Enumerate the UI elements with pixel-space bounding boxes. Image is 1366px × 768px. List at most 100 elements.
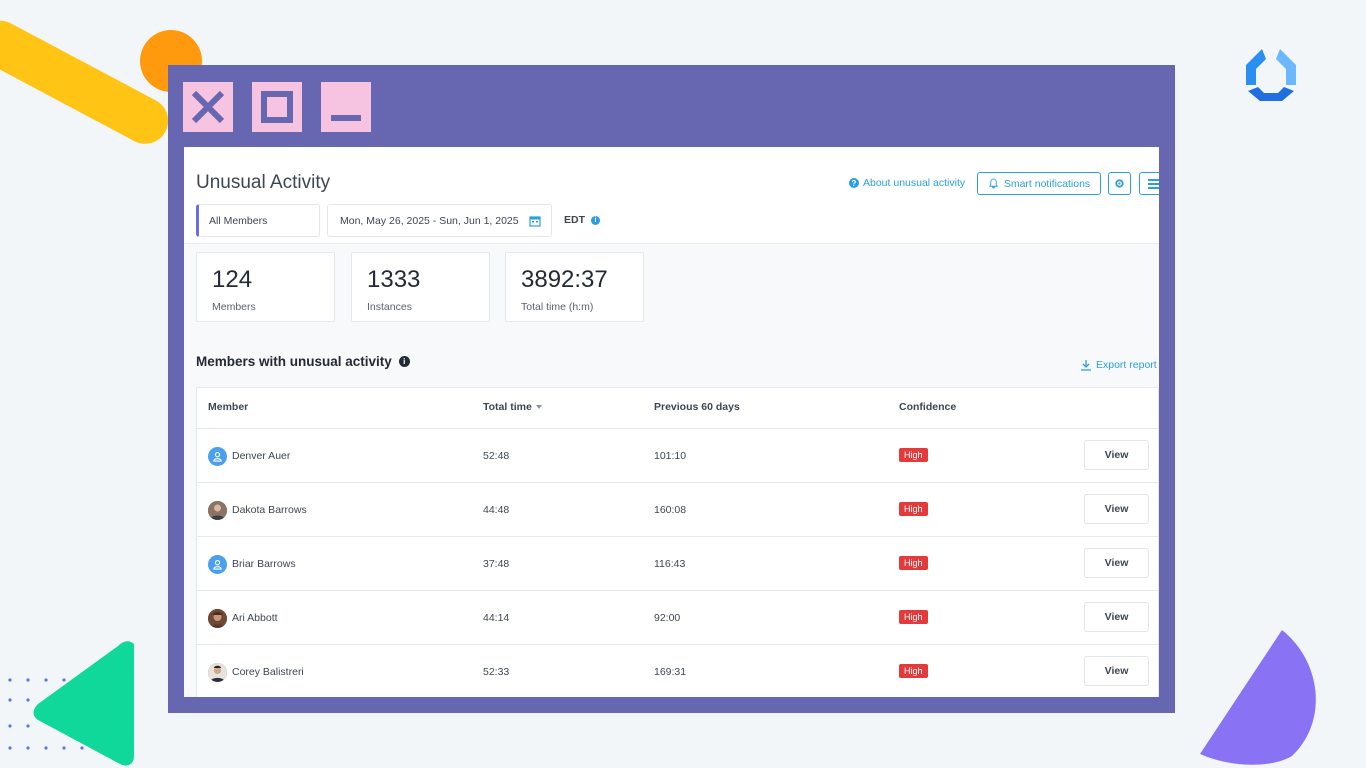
export-report-link[interactable]: Export report [1080, 359, 1157, 371]
previous-60-days-cell: 169:31 [654, 666, 687, 678]
info-icon[interactable]: i [591, 215, 600, 225]
table-row: Dakota Barrows 44:48 160:08 High View [197, 483, 1158, 537]
section-title: Members with unusual activity i [196, 354, 410, 369]
stat-value: 3892:37 [521, 266, 608, 293]
user-icon [213, 451, 222, 462]
stat-label: Members [212, 301, 256, 313]
timezone-label: EDT i [564, 214, 600, 226]
member-cell: Dakota Barrows [208, 497, 307, 523]
stat-value: 1333 [367, 266, 421, 293]
column-header-label: Confidence [899, 401, 957, 413]
view-button[interactable]: View [1084, 548, 1149, 578]
stat-card-members: 124 Members [196, 252, 335, 322]
confidence-badge: High [899, 664, 928, 678]
confidence-cell: High [899, 502, 928, 516]
download-icon [1081, 360, 1091, 371]
user-icon [213, 559, 222, 570]
column-header-label: Total time [483, 401, 532, 413]
about-link-label: About unusual activity [863, 177, 966, 189]
confidence-cell: High [899, 556, 928, 570]
view-button[interactable]: View [1084, 440, 1149, 470]
calendar-icon [529, 215, 541, 227]
window-minimize-button[interactable] [321, 82, 371, 132]
confidence-badge: High [899, 502, 928, 516]
timezone-value: EDT [564, 214, 585, 226]
stat-label: Instances [367, 301, 412, 313]
stat-value: 124 [212, 266, 253, 293]
avatar [208, 500, 227, 520]
confidence-cell: High [899, 448, 928, 462]
page-title: Unusual Activity [196, 172, 331, 193]
member-cell: Briar Barrows [208, 551, 296, 577]
window-maximize-button[interactable] [252, 82, 302, 132]
decorative-green-triangle [33, 641, 134, 766]
confidence-cell: High [899, 664, 928, 678]
user-photo-icon [208, 662, 227, 682]
smart-notifications-button[interactable]: Smart notifications [977, 172, 1101, 195]
table-row: Corey Balistreri 52:33 169:31 High View [197, 645, 1158, 697]
avatar [208, 446, 227, 466]
member-cell: Corey Balistreri [208, 659, 304, 685]
sort-caret-icon [535, 405, 542, 409]
list-icon [1148, 178, 1159, 189]
total-time-cell: 52:33 [483, 666, 510, 678]
date-range-value: Mon, May 26, 2025 - Sun, Jun 1, 2025 [340, 214, 519, 227]
table-row: Briar Barrows 37:48 116:43 High View [197, 537, 1158, 591]
avatar [208, 608, 227, 628]
avatar [208, 662, 227, 682]
previous-60-days-cell: 160:08 [654, 504, 687, 516]
table-row: Ari Abbott 44:14 92:00 High View [197, 591, 1158, 645]
confidence-badge: High [899, 556, 928, 570]
member-cell: Denver Auer [208, 443, 290, 469]
smart-notifications-label: Smart notifications [1003, 177, 1091, 190]
unusual-activity-table: Member Total time Previous 60 days Confi… [196, 387, 1159, 697]
close-icon [191, 90, 225, 124]
member-name: Dakota Barrows [232, 504, 307, 516]
bell-icon [988, 178, 998, 189]
settings-button[interactable] [1108, 172, 1131, 195]
stat-card-instances: 1333 Instances [351, 252, 490, 322]
members-filter-value: All Members [209, 214, 268, 227]
view-button[interactable]: View [1084, 602, 1149, 632]
previous-60-days-cell: 92:00 [654, 612, 681, 624]
column-header-member: Member [208, 401, 248, 413]
total-time-cell: 37:48 [483, 558, 510, 570]
view-button[interactable]: View [1084, 494, 1149, 524]
member-name: Denver Auer [232, 450, 291, 462]
member-name: Ari Abbott [232, 612, 278, 624]
table-header: Member Total time Previous 60 days Confi… [197, 388, 1158, 429]
stat-card-total-time: 3892:37 Total time (h:m) [505, 252, 644, 322]
previous-60-days-cell: 101:10 [654, 450, 687, 462]
date-range-picker[interactable]: Mon, May 26, 2025 - Sun, Jun 1, 2025 [327, 204, 552, 237]
view-button[interactable]: View [1084, 656, 1149, 686]
column-header-previous-60-days: Previous 60 days [654, 401, 740, 413]
column-header-label: Member [208, 401, 249, 413]
page-header: Unusual Activity ? About unusual activit… [184, 147, 1159, 244]
member-cell: Ari Abbott [208, 605, 278, 631]
maximize-icon [261, 91, 293, 123]
confidence-badge: High [899, 448, 928, 462]
about-unusual-activity-link[interactable]: ? About unusual activity [849, 177, 965, 189]
confidence-cell: High [899, 610, 928, 624]
user-photo-icon [208, 608, 227, 628]
list-view-button[interactable] [1139, 172, 1159, 195]
gear-icon [1115, 179, 1124, 188]
minimize-icon [331, 115, 361, 121]
stat-label: Total time (h:m) [521, 301, 594, 313]
total-time-cell: 44:48 [483, 504, 510, 516]
previous-60-days-cell: 116:43 [654, 558, 686, 570]
section-title-text: Members with unusual activity [196, 354, 392, 369]
member-name: Briar Barrows [232, 558, 296, 570]
window-close-button[interactable] [183, 82, 233, 132]
column-header-total-time[interactable]: Total time [483, 401, 542, 413]
decorative-dots [8, 678, 84, 750]
user-photo-icon [208, 500, 227, 520]
info-icon[interactable]: i [398, 356, 410, 367]
confidence-badge: High [899, 610, 928, 624]
avatar [208, 554, 227, 574]
members-filter-select[interactable]: All Members [196, 204, 320, 237]
decorative-purple-half-circle [1200, 630, 1316, 765]
column-header-label: Previous 60 days [654, 401, 740, 413]
help-icon: ? [849, 178, 859, 188]
column-header-confidence: Confidence [899, 401, 956, 413]
